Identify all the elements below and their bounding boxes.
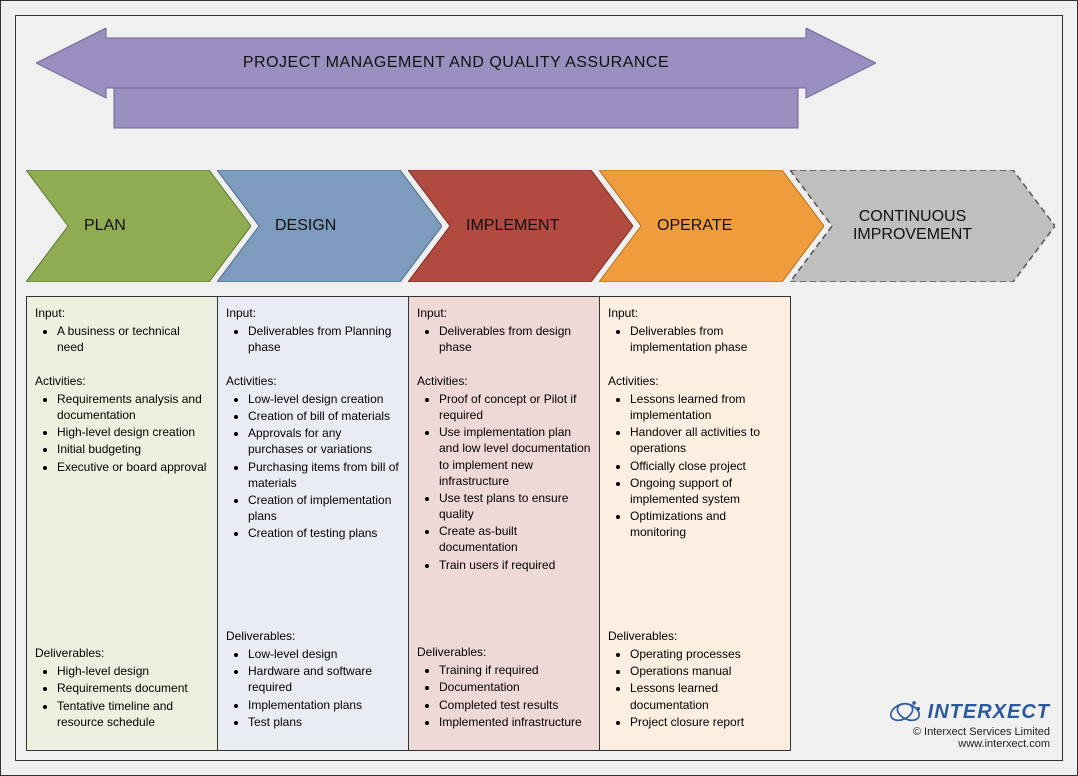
list-item: A business or technical need [57,323,209,355]
phase-detail-columns: Input: A business or technical need Activi… [26,296,791,751]
brand-name: INTERXECT [928,701,1050,724]
phase-label-continuous: CONTINUOUS IMPROVEMENT [790,170,1055,282]
deliverables-label: Deliverables: [417,644,591,660]
list-item: Train users if required [439,557,591,573]
list-item: Creation of bill of materials [248,408,400,424]
list-item: Requirements document [57,680,209,696]
activities-label: Activities: [226,373,400,389]
list-item: Implementation plans [248,697,400,713]
phase-chevron-continuous: CONTINUOUS IMPROVEMENT [790,170,1055,282]
list-item: Deliverables from design phase [439,323,591,355]
footer-url: www.interxect.com [888,738,1050,750]
list-item: Create as-built documentation [439,523,591,555]
phase-chevron-row: PLANDESIGNIMPLEMENTOPERATECONTINUOUS IMP… [26,170,1052,282]
list-item: Purchasing items from bill of materials [248,459,400,491]
list-item: Requirements analysis and documentation [57,391,209,423]
input-label: Input: [608,305,782,321]
list-item: Project closure report [630,714,782,730]
list-item: Initial budgeting [57,441,209,457]
deliverables-label: Deliverables: [226,628,400,644]
input-label: Input: [417,305,591,321]
phase-column-plan: Input: A business or technical need Activi… [26,296,218,751]
activities-label: Activities: [608,373,782,389]
diagram-canvas: PROJECT MANAGEMENT AND QUALITY ASSURANCE… [15,15,1063,761]
list-item: Deliverables from implementation phase [630,323,782,355]
list-item: Creation of implementation plans [248,492,400,524]
list-item: Creation of testing plans [248,525,400,541]
list-item: Operating processes [630,646,782,662]
list-item: Operations manual [630,663,782,679]
pm-qa-label: PROJECT MANAGEMENT AND QUALITY ASSURANCE [36,28,876,138]
deliverables-label: Deliverables: [35,645,209,661]
activities-label: Activities: [35,373,209,389]
list-item: Optimizations and monitoring [630,508,782,540]
brand-logo: INTERXECT [888,698,1050,726]
list-item: High-level design creation [57,424,209,440]
list-item: Use test plans to ensure quality [439,490,591,522]
list-item: Approvals for any purchases or variation… [248,425,400,457]
list-item: Lessons learned from implementation [630,391,782,423]
phase-column-implement: Input: Deliverables from design phase Acti… [408,296,600,751]
list-item: Low-level design creation [248,391,400,407]
list-item: Tentative timeline and resource schedule [57,698,209,730]
input-label: Input: [35,305,209,321]
list-item: Use implementation plan and low level do… [439,424,591,489]
list-item: Documentation [439,679,591,695]
pm-qa-banner: PROJECT MANAGEMENT AND QUALITY ASSURANCE [36,28,876,138]
list-item: Handover all activities to operations [630,424,782,456]
list-item: Ongoing support of implemented system [630,475,782,507]
phase-column-design: Input: Deliverables from Planning phase Ac… [217,296,409,751]
list-item: Proof of concept or Pilot if required [439,391,591,423]
list-item: High-level design [57,663,209,679]
copyright-line: © Interxect Services Limited [888,726,1050,738]
logo-icon [888,698,922,726]
list-item: Hardware and software required [248,663,400,695]
input-label: Input: [226,305,400,321]
phase-column-operate: Input: Deliverables from implementation p… [599,296,791,751]
list-item: Completed test results [439,697,591,713]
list-item: Training if required [439,662,591,678]
list-item: Executive or board approval [57,459,209,475]
deliverables-label: Deliverables: [608,628,782,644]
list-item: Low-level design [248,646,400,662]
list-item: Officially close project [630,458,782,474]
activities-label: Activities: [417,373,591,389]
list-item: Lessons learned documentation [630,680,782,712]
footer: INTERXECT © Interxect Services Limited w… [888,698,1050,750]
list-item: Deliverables from Planning phase [248,323,400,355]
list-item: Implemented infrastructure [439,714,591,730]
list-item: Test plans [248,714,400,730]
